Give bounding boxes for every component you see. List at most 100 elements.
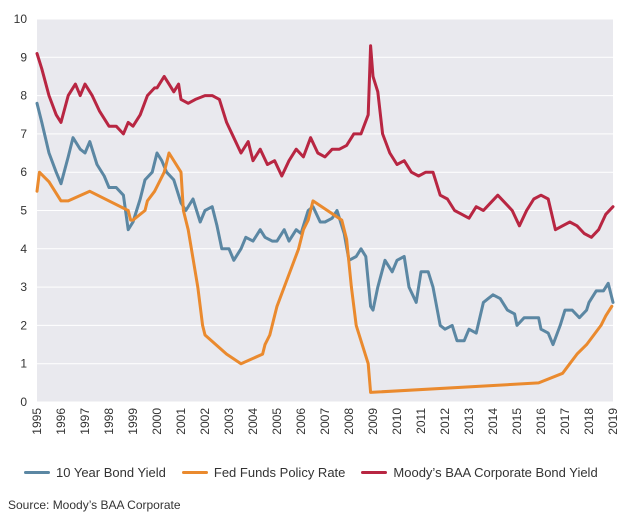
data-point (340, 218, 343, 222)
data-point (139, 113, 142, 116)
data-point (506, 308, 509, 312)
x-tick-label: 1997 (78, 408, 92, 435)
data-point (554, 228, 557, 231)
data-point (355, 255, 358, 258)
data-point (122, 193, 125, 197)
y-tick-label: 4 (20, 242, 27, 256)
data-point (259, 148, 262, 151)
data-point (518, 224, 521, 228)
data-point (359, 132, 363, 136)
data-point (316, 151, 319, 155)
data-point (338, 148, 341, 151)
data-point (597, 228, 600, 231)
x-tick-label: 2003 (222, 408, 236, 435)
data-point (88, 190, 92, 193)
data-point (196, 285, 199, 289)
data-point (343, 228, 346, 231)
data-point (311, 199, 315, 203)
data-point (187, 228, 190, 231)
data-point (367, 113, 370, 116)
data-point (184, 209, 187, 212)
data-point (511, 209, 514, 212)
data-point (467, 216, 471, 220)
data-point (439, 324, 442, 327)
data-point (127, 228, 130, 231)
x-tick-label: 1998 (102, 408, 116, 435)
data-point (561, 372, 564, 375)
data-point (371, 308, 375, 312)
data-point (369, 305, 372, 308)
grid-lines (37, 18, 613, 403)
data-point (359, 247, 363, 250)
data-point (302, 228, 305, 231)
data-point (131, 125, 135, 128)
y-tick-label: 10 (14, 12, 28, 26)
data-point (273, 314, 276, 318)
data-point (280, 174, 283, 178)
y-tick-label: 6 (20, 165, 27, 179)
data-point (547, 331, 550, 335)
data-point (604, 213, 607, 216)
data-point (453, 209, 456, 212)
data-point (146, 199, 149, 203)
x-tick-label: 2016 (534, 408, 548, 435)
data-point (595, 289, 598, 293)
data-point (227, 247, 231, 250)
source-note: Source: Moody’s BAA Corporate (8, 498, 181, 512)
data-point (417, 174, 420, 178)
data-point (67, 199, 70, 203)
y-tick-label: 3 (20, 280, 27, 294)
data-point (239, 362, 243, 365)
data-point (199, 220, 202, 224)
data-point (155, 86, 159, 90)
data-point (160, 159, 163, 162)
data-point (55, 113, 58, 116)
x-tick-label: 1999 (126, 408, 140, 435)
data-point (261, 352, 264, 356)
data-point (83, 151, 87, 155)
data-point (578, 316, 581, 319)
data-point (146, 94, 149, 97)
data-point (403, 255, 406, 258)
x-tick-label: 2006 (294, 408, 308, 435)
data-point (71, 136, 75, 139)
data-point (211, 205, 214, 208)
data-point (415, 301, 418, 304)
data-point (232, 136, 235, 139)
data-point (463, 339, 466, 342)
data-point (203, 209, 207, 212)
data-point (244, 236, 247, 239)
data-point (263, 343, 267, 346)
x-tick-label: 2010 (390, 408, 404, 435)
data-point (475, 331, 478, 335)
data-point (482, 209, 485, 212)
data-point (35, 190, 39, 193)
data-point (585, 308, 588, 312)
x-tick-label: 2005 (270, 408, 284, 435)
data-point (427, 270, 430, 273)
data-point (297, 247, 300, 250)
data-point (607, 282, 610, 285)
data-point (611, 301, 615, 304)
data-point (345, 144, 348, 147)
data-point (287, 159, 291, 162)
series-line-fed-funds-policy-rate (35, 151, 614, 394)
data-point (460, 213, 463, 216)
y-tick-label: 8 (20, 89, 27, 103)
data-point (191, 197, 195, 201)
data-point (496, 193, 499, 197)
data-point (251, 239, 255, 243)
data-point (530, 316, 533, 319)
data-point (103, 174, 106, 178)
data-point (439, 193, 442, 197)
data-point (467, 328, 471, 331)
data-point (211, 94, 214, 97)
x-tick-label: 2000 (150, 408, 164, 435)
data-point (143, 209, 147, 212)
data-point (155, 151, 159, 155)
x-tick-label: 2017 (558, 408, 572, 435)
data-point (129, 218, 132, 222)
data-point (153, 190, 156, 193)
legend-label-moodys-baa-corporate-bond-yield: Moody’s BAA Corporate Bond Yield (393, 464, 598, 480)
data-point (611, 205, 615, 208)
